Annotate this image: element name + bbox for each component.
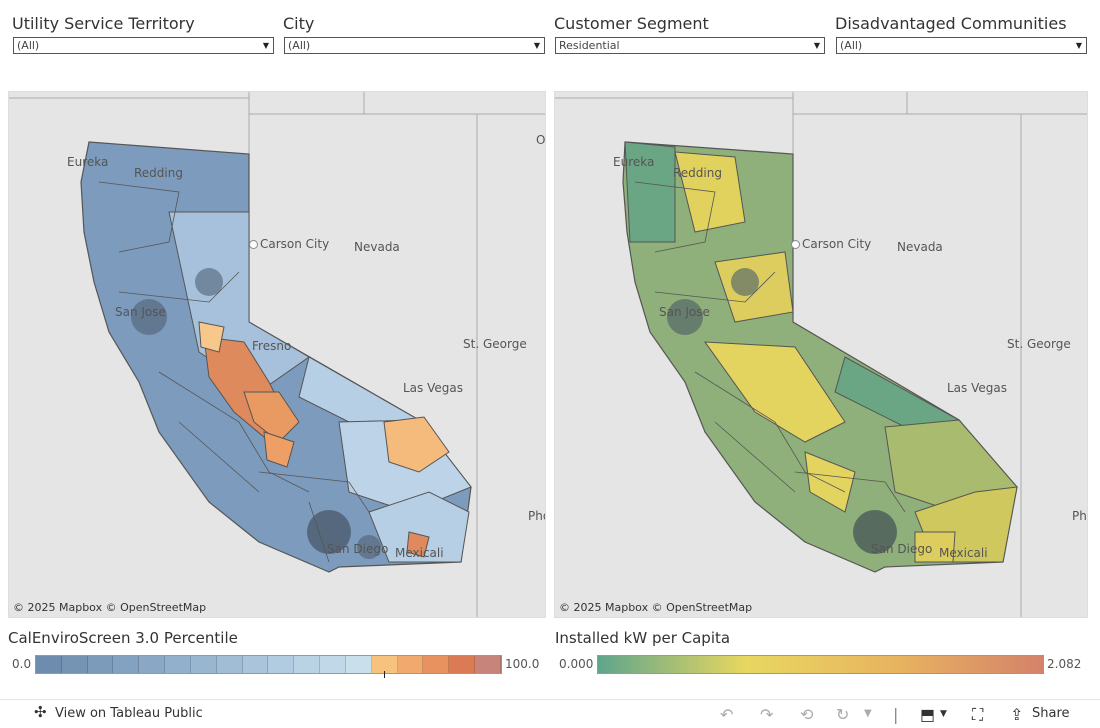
legend-swatch bbox=[113, 656, 140, 673]
map-label-eureka: Eureka bbox=[67, 155, 109, 169]
revert-icon[interactable]: ⟲ bbox=[800, 705, 814, 724]
legend-swatch bbox=[320, 656, 346, 673]
legend-swatch bbox=[165, 656, 191, 673]
customer-segment-value: Residential bbox=[559, 39, 620, 52]
calenviroscreen-map[interactable]: Eureka Redding Carson City Nevada San Jo… bbox=[8, 91, 546, 618]
carson-city-text: Carson City bbox=[260, 237, 330, 251]
disadvantaged-communities-value: (All) bbox=[840, 39, 863, 52]
city-dot-icon bbox=[249, 240, 258, 249]
legend-min-installed-kw: 0.000 bbox=[559, 657, 594, 671]
right-map-canvas bbox=[555, 92, 1087, 617]
map-label-las-vegas: Las Vegas bbox=[947, 381, 1007, 395]
filter-label-disadvantaged: Disadvantaged Communities bbox=[835, 14, 1067, 33]
map-label-san-diego: San Diego bbox=[327, 542, 389, 556]
download-dropdown-icon[interactable]: ▼ bbox=[940, 709, 947, 719]
map-label-st-george: St. George bbox=[1007, 337, 1071, 351]
refresh-dropdown-icon[interactable]: ▼ bbox=[864, 708, 872, 719]
legend-max-installed-kw: 2.082 bbox=[1047, 657, 1082, 671]
st-george-text: St. George bbox=[463, 337, 527, 351]
fullscreen-icon[interactable]: ⛶ bbox=[972, 705, 984, 724]
map-label-phoenix: Phe bbox=[1072, 509, 1087, 523]
las-vegas-text: Las Vegas bbox=[403, 381, 463, 395]
legend-swatch bbox=[242, 656, 269, 673]
city-dropdown[interactable]: (All) ▼ bbox=[284, 37, 545, 54]
legend-swatch bbox=[268, 656, 295, 673]
map-label-nevada: Nevada bbox=[354, 240, 400, 254]
installed-kw-color-ramp[interactable] bbox=[597, 655, 1044, 674]
legend-swatch bbox=[139, 656, 166, 673]
legend-swatch bbox=[371, 656, 398, 673]
calenviroscreen-color-ramp[interactable] bbox=[35, 655, 502, 674]
map-label-redding: Redding bbox=[134, 166, 183, 180]
share-button[interactable]: Share bbox=[1032, 706, 1070, 721]
refresh-icon[interactable]: ↻ bbox=[836, 705, 850, 724]
city-dot-icon bbox=[791, 240, 800, 249]
right-map-copyright[interactable]: © 2025 Mapbox © OpenStreetMap bbox=[559, 601, 753, 614]
map-label-mexicali: Mexicali bbox=[939, 546, 988, 560]
map-label-san-jose: San Jose bbox=[115, 305, 166, 319]
dropdown-arrow-icon: ▼ bbox=[533, 41, 540, 50]
map-label-las-vegas: Las Vegas bbox=[403, 381, 463, 395]
undo-icon[interactable]: ↶ bbox=[720, 705, 734, 724]
map-label-redding: Redding bbox=[673, 166, 722, 180]
legend-swatch bbox=[216, 656, 243, 673]
download-icon[interactable]: ⬒ bbox=[920, 705, 936, 724]
map-label-mexicali: Mexicali bbox=[395, 546, 444, 560]
share-icon[interactable]: ⇪ bbox=[1010, 705, 1024, 724]
map-label-carson-city: Carson City bbox=[791, 237, 871, 251]
map-label-st-george: St. George bbox=[463, 337, 527, 351]
legend-title-installed-kw: Installed kW per Capita bbox=[555, 629, 731, 647]
legend-swatch bbox=[449, 656, 476, 673]
dropdown-arrow-icon: ▼ bbox=[813, 41, 820, 50]
map-label-carson-city: Carson City bbox=[249, 237, 329, 251]
legend-swatch bbox=[87, 656, 114, 673]
map-label-phoenix: Pho bbox=[528, 509, 545, 523]
legend-swatch bbox=[397, 656, 424, 673]
map-label-ogden: O bbox=[536, 133, 546, 147]
tableau-footer: ✣ View on Tableau Public ↶ ↷ ⟲ ↻ ▼ | ⬒ ▼… bbox=[0, 699, 1100, 728]
st-george-text: St. George bbox=[1007, 337, 1071, 351]
las-vegas-text: Las Vegas bbox=[947, 381, 1007, 395]
legend-swatch bbox=[423, 656, 450, 673]
dropdown-arrow-icon: ▼ bbox=[1075, 41, 1082, 50]
legend-swatch bbox=[345, 656, 372, 673]
map-label-nevada: Nevada bbox=[897, 240, 943, 254]
legend-swatch bbox=[61, 656, 88, 673]
map-label-san-jose: San Jose bbox=[659, 305, 710, 319]
legend-swatch bbox=[190, 656, 217, 673]
toolbar-divider: | bbox=[893, 705, 899, 724]
customer-segment-dropdown[interactable]: Residential ▼ bbox=[555, 37, 825, 54]
dropdown-arrow-icon: ▼ bbox=[262, 41, 269, 50]
redo-icon[interactable]: ↷ bbox=[760, 705, 774, 724]
map-label-fresno: Fresno bbox=[252, 339, 292, 353]
utility-territory-value: (All) bbox=[17, 39, 40, 52]
left-map-canvas bbox=[9, 92, 545, 617]
map-label-san-diego: San Diego bbox=[871, 542, 933, 556]
legend-swatch bbox=[36, 656, 62, 673]
legend-max-calenviroscreen: 100.0 bbox=[505, 657, 540, 671]
map-label-eureka: Eureka bbox=[613, 155, 655, 169]
legend-title-calenviroscreen: CalEnviroScreen 3.0 Percentile bbox=[8, 629, 238, 647]
filter-label-customer-segment: Customer Segment bbox=[554, 14, 709, 33]
filter-label-city: City bbox=[283, 14, 315, 33]
legend-min-calenviroscreen: 0.0 bbox=[12, 657, 32, 671]
legend-marker bbox=[384, 671, 385, 678]
city-value: (All) bbox=[288, 39, 311, 52]
disadvantaged-communities-dropdown[interactable]: (All) ▼ bbox=[836, 37, 1087, 54]
legend-swatch bbox=[475, 656, 501, 673]
carson-city-text: Carson City bbox=[802, 237, 872, 251]
left-map-copyright[interactable]: © 2025 Mapbox © OpenStreetMap bbox=[13, 601, 207, 614]
tableau-logo-icon: ✣ bbox=[34, 703, 47, 721]
utility-territory-dropdown[interactable]: (All) ▼ bbox=[13, 37, 274, 54]
filter-label-utility: Utility Service Territory bbox=[12, 14, 195, 33]
view-on-tableau-link[interactable]: View on Tableau Public bbox=[55, 706, 203, 721]
installed-kw-map[interactable]: Eureka Redding Carson City Nevada San Jo… bbox=[554, 91, 1088, 618]
legend-swatch bbox=[294, 656, 321, 673]
